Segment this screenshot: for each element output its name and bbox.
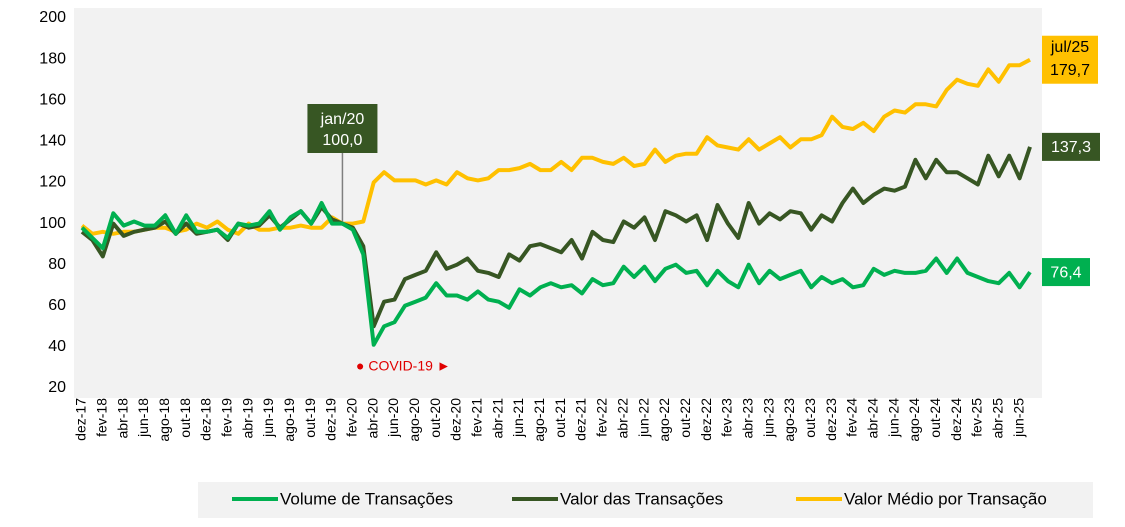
x-tick-label: out-24 — [927, 398, 943, 438]
x-tick-label: dez-19 — [323, 398, 339, 441]
series-line — [80, 201, 1032, 347]
x-tick-label: dez-17 — [73, 398, 89, 441]
x-tick-label: fev-18 — [94, 398, 110, 437]
x-tick-label: out-18 — [177, 398, 193, 438]
event-annotation: ● COVID-19 ► — [356, 358, 451, 374]
callout-box — [307, 104, 378, 153]
x-tick-label: dez-23 — [823, 398, 839, 441]
x-tick-label: out-20 — [427, 398, 443, 438]
y-tick-label: 180 — [39, 50, 66, 67]
x-tick-label: fev-21 — [469, 398, 485, 437]
callout-period: jan/20 — [320, 111, 365, 128]
x-tick-label: fev-24 — [844, 398, 860, 437]
y-tick-label: 80 — [48, 256, 66, 273]
x-tick-label: jun-19 — [260, 398, 276, 438]
legend-label: Volume de Transações — [280, 489, 453, 508]
end-label-box — [1042, 35, 1098, 84]
end-label: 137,3 — [1051, 139, 1091, 156]
x-tick-label: ago-24 — [906, 398, 922, 442]
x-tick-label: jun-25 — [1010, 398, 1026, 438]
x-tick-label: dez-20 — [448, 398, 464, 441]
plot-background — [74, 8, 1042, 398]
x-tick-label: jun-22 — [635, 398, 651, 438]
x-tick-label: ago-19 — [281, 398, 297, 442]
x-tick-label: out-21 — [552, 398, 568, 438]
x-tick-label: out-19 — [302, 398, 318, 438]
end-label-box — [1042, 258, 1090, 287]
callout-value: 100,0 — [322, 132, 362, 149]
x-tick-label: jun-23 — [760, 398, 776, 438]
y-tick-label: 60 — [48, 297, 66, 314]
x-tick-label: jun-20 — [385, 398, 401, 438]
legend-background — [198, 482, 1093, 518]
series-line — [80, 57, 1031, 236]
x-tick-label: abr-24 — [864, 398, 880, 439]
x-tick-label: ago-22 — [656, 398, 672, 442]
x-tick-label: dez-24 — [948, 398, 964, 441]
x-tick-label: jun-21 — [510, 398, 526, 438]
x-tick-label: abr-23 — [739, 398, 755, 439]
x-tick-label: fev-25 — [969, 398, 985, 437]
y-tick-label: 140 — [39, 133, 66, 150]
legend-label: Valor das Transações — [560, 489, 723, 508]
y-tick-label: 100 — [39, 215, 66, 232]
x-tick-label: dez-18 — [198, 398, 214, 441]
x-tick-label: abr-20 — [364, 398, 380, 439]
x-tick-label: dez-21 — [573, 398, 589, 441]
y-tick-label: 120 — [39, 174, 66, 191]
y-tick-label: 200 — [39, 9, 66, 26]
end-label: 76,4 — [1050, 264, 1081, 281]
x-tick-label: abr-18 — [114, 398, 130, 439]
x-tick-label: fev-22 — [594, 398, 610, 437]
x-tick-label: jun-24 — [885, 398, 901, 438]
x-tick-label: fev-23 — [719, 398, 735, 437]
x-tick-label: out-22 — [677, 398, 693, 438]
x-tick-label: fev-19 — [219, 398, 235, 437]
x-tick-label: abr-19 — [239, 398, 255, 439]
x-tick-label: ago-18 — [156, 398, 172, 442]
x-tick-label: abr-21 — [489, 398, 505, 439]
x-tick-label: abr-25 — [989, 398, 1005, 439]
x-tick-label: out-23 — [802, 398, 818, 438]
y-tick-label: 160 — [39, 91, 66, 108]
x-tick-label: ago-21 — [531, 398, 547, 442]
y-tick-label: 40 — [48, 338, 66, 355]
x-tick-label: ago-20 — [406, 398, 422, 442]
x-tick-label: jun-18 — [135, 398, 151, 438]
end-label-box — [1042, 132, 1100, 161]
x-tick-label: abr-22 — [614, 398, 630, 439]
legend-label: Valor Médio por Transação — [844, 489, 1047, 508]
x-tick-label: fev-20 — [344, 398, 360, 437]
x-tick-label: dez-22 — [698, 398, 714, 441]
y-tick-label: 20 — [48, 379, 66, 396]
end-label: 179,7 — [1050, 62, 1090, 79]
end-label-period: jul/25 — [1050, 39, 1089, 56]
x-tick-label: ago-23 — [781, 398, 797, 442]
